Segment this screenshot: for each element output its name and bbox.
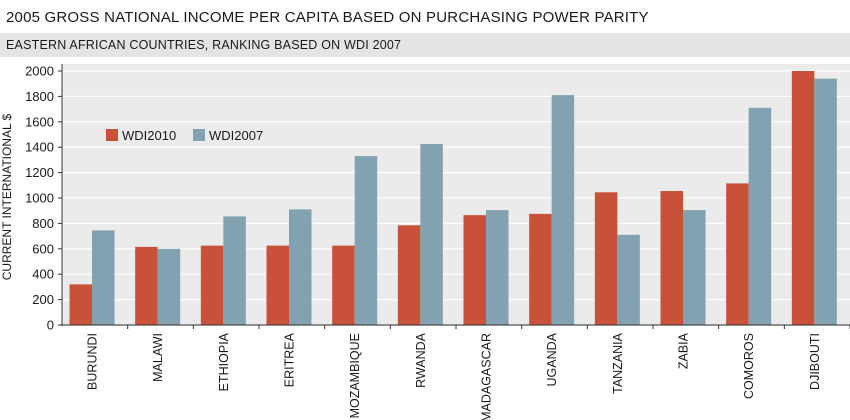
bar-wdi2007-uganda: [551, 95, 575, 325]
bar-wdi2007-zabia: [683, 210, 706, 325]
x-tick-label: COMOROS: [742, 333, 756, 399]
y-tick-label: 200: [32, 292, 54, 307]
subtitle-bar: EASTERN AFRICAN COUNTRIES, RANKING BASED…: [0, 33, 850, 57]
legend: WDI2010 WDI2007: [106, 128, 263, 143]
y-axis-label: CURRENT INTERNATIONAL $: [0, 113, 14, 280]
y-tick-label: 800: [32, 216, 54, 231]
y-tick-label: 1400: [25, 140, 54, 155]
bar-wdi2007-mozambique: [354, 156, 378, 325]
x-axis: BURUNDI MALAWI ETHIOPIA ERITREA MOZAMBIQUE RW…: [62, 324, 850, 420]
bar-wdi2010-tanzania: [594, 192, 618, 325]
bar-wdi2007-eritrea: [289, 209, 312, 325]
x-tick-label: MALAWI: [151, 333, 165, 382]
y-axis: 0 200 400 600 800 1000 1200 1400 1600 1800 2000: [25, 64, 63, 333]
y-tick-label: 1600: [25, 114, 54, 129]
x-tick-label: ERITREA: [283, 332, 297, 387]
bar-wdi2007-rwanda: [420, 144, 443, 325]
x-tick-label: MOZAMBIQUE: [348, 333, 362, 418]
bar-wdi2007-djibouti: [814, 78, 837, 326]
bar-wdi2010-burundi: [69, 284, 92, 325]
bar-wdi2007-malawi: [157, 248, 181, 325]
gridlines: [62, 70, 850, 301]
bar-wdi2010-djibouti: [791, 71, 815, 325]
x-tick-label: ZABIA: [677, 332, 691, 369]
bar-wdi2010-mozambique: [332, 245, 355, 325]
x-tick-label: TANZANIA: [611, 332, 625, 394]
y-tick-label: 600: [32, 241, 54, 256]
x-tick-label: MADAGASCAR: [480, 333, 494, 420]
x-tick-label: DJIBOUTI: [808, 333, 822, 390]
bar-wdi2007-madagascar: [486, 210, 509, 325]
legend-label-wdi2010: WDI2010: [122, 128, 176, 143]
chart-subtitle: EASTERN AFRICAN COUNTRIES, RANKING BASED…: [6, 38, 402, 52]
bar-wdi2010-uganda: [529, 213, 552, 325]
y-tick-label: 1000: [25, 191, 54, 206]
chart-title: 2005 GROSS NATIONAL INCOME PER CAPITA BA…: [6, 9, 649, 26]
bar-wdi2010-madagascar: [463, 215, 486, 325]
x-tick-label: UGANDA: [545, 332, 559, 386]
legend-swatch-wdi2007: [193, 129, 205, 141]
bar-wdi2007-tanzania: [617, 234, 640, 325]
y-tick-label: 400: [32, 267, 54, 282]
bar-wdi2010-eritrea: [266, 245, 289, 325]
bar-wdi2010-ethiopia: [200, 245, 224, 325]
y-tick-label: 1800: [25, 89, 54, 104]
plot-background: [62, 64, 850, 326]
y-tick-label: 1200: [25, 165, 54, 180]
bar-wdi2010-zabia: [660, 191, 683, 325]
y-tick-label: 2000: [25, 64, 54, 79]
legend-swatch-wdi2010: [106, 129, 118, 141]
bar-wdi2010-malawi: [135, 246, 158, 325]
bar-wdi2007-comoros: [748, 107, 772, 325]
y-tick-label: 0: [47, 318, 54, 333]
x-tick-label: BURUNDI: [86, 333, 100, 390]
x-tick-label: ETHIOPIA: [217, 332, 231, 391]
bar-wdi2010-comoros: [726, 183, 749, 325]
bar-wdi2010-rwanda: [397, 225, 421, 325]
bar-wdi2007-ethiopia: [223, 216, 246, 325]
bars: [69, 71, 837, 326]
x-tick-label: RWANDA: [414, 332, 428, 388]
bar-wdi2007-burundi: [92, 230, 115, 325]
legend-label-wdi2007: WDI2007: [209, 128, 263, 143]
